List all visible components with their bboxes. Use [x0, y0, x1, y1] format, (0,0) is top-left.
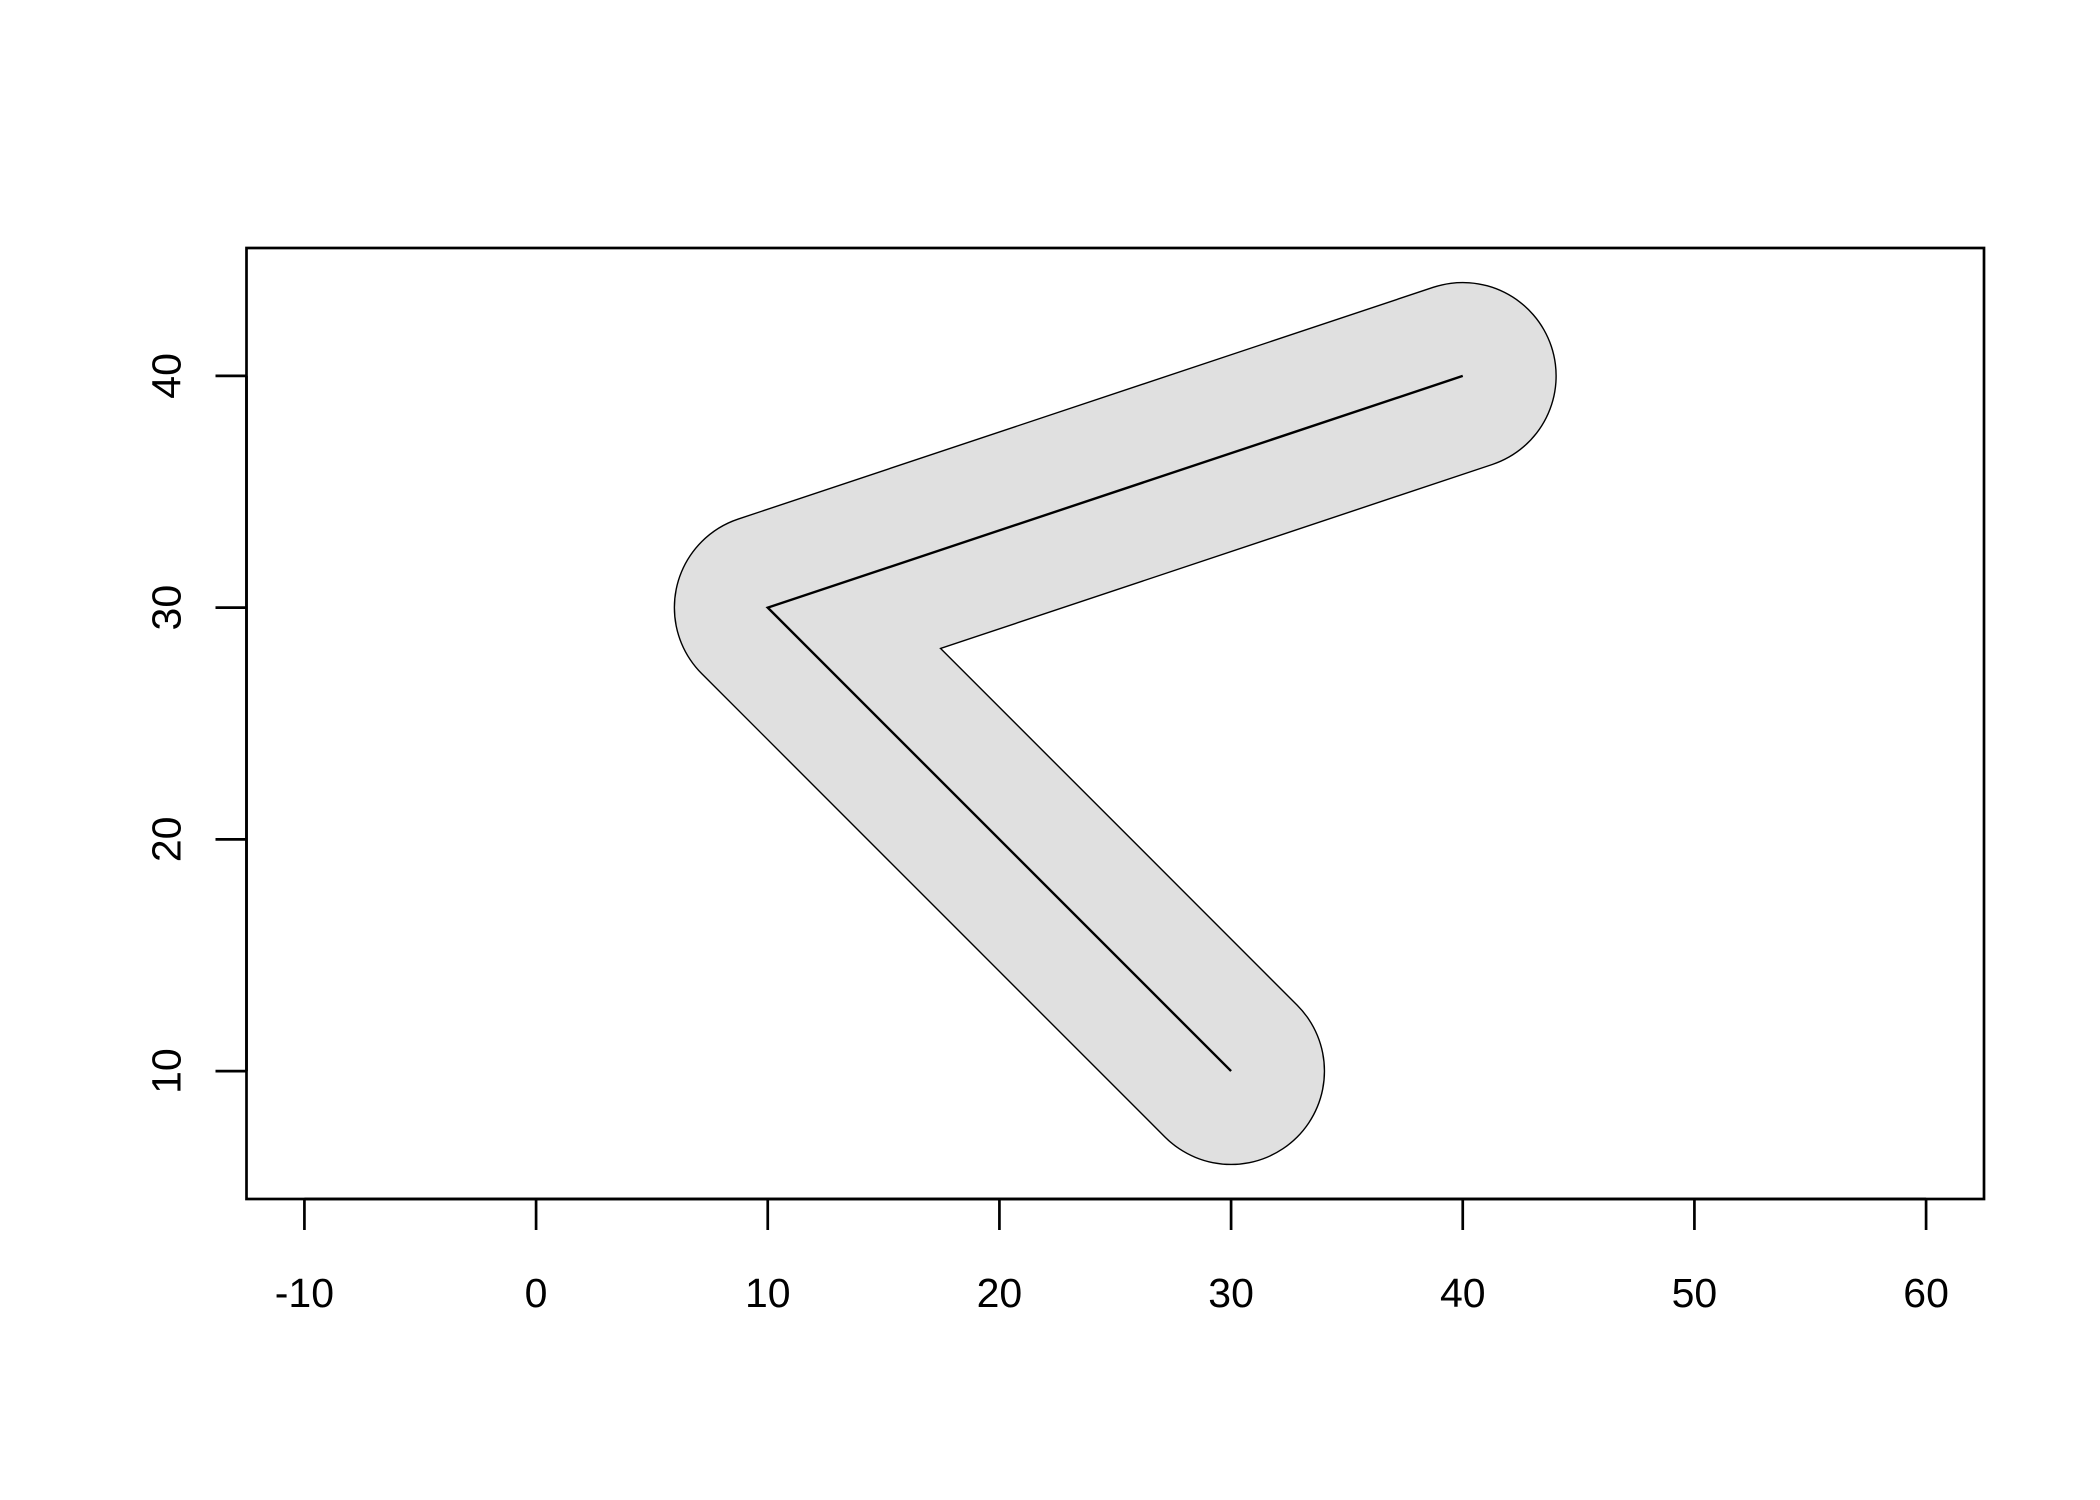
y-axis: 10 20 30 40 [144, 353, 248, 1094]
x-tick-label: 10 [745, 1270, 791, 1316]
y-tick-label: 30 [144, 585, 190, 631]
buffer-polygon [675, 283, 1556, 1164]
y-tick-label: 10 [144, 1048, 190, 1094]
x-tick-label: 50 [1672, 1270, 1718, 1316]
y-tick-label: 20 [144, 817, 190, 863]
x-tick-label: 0 [525, 1270, 548, 1316]
x-tick-label: 60 [1903, 1270, 1949, 1316]
buffer-layer [673, 281, 1557, 1166]
series-line [765, 374, 1464, 1072]
x-tick-label: 20 [977, 1270, 1023, 1316]
x-tick-label: 40 [1440, 1270, 1486, 1316]
x-tick-label: 30 [1208, 1270, 1254, 1316]
x-tick-label: -10 [275, 1270, 334, 1316]
y-tick-label: 40 [144, 353, 190, 399]
x-axis: -10 0 10 20 30 40 50 60 [275, 1197, 1949, 1316]
